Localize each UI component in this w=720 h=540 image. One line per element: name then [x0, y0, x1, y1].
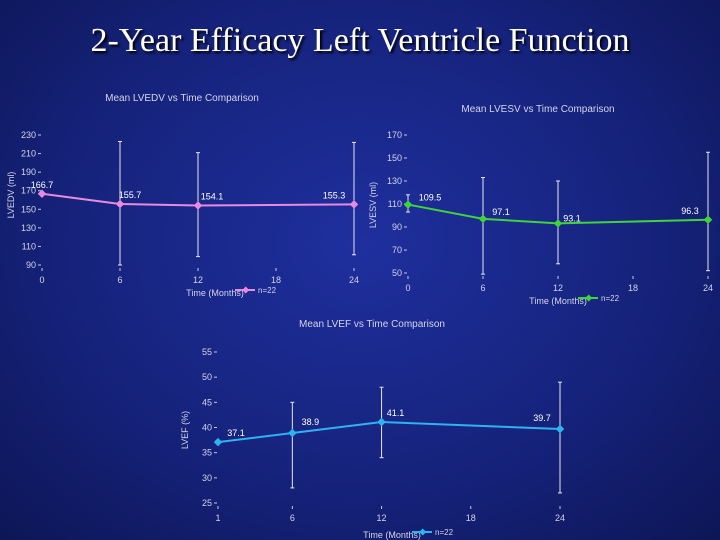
- data-point: [213, 437, 223, 447]
- data-point: [37, 189, 47, 199]
- data-label: 97.1: [492, 207, 510, 217]
- y-tick-label: 150: [21, 204, 36, 214]
- x-axis-label: Time (Months): [186, 288, 244, 298]
- legend-label: n=22: [435, 528, 454, 537]
- x-tick-label: 18: [466, 513, 476, 523]
- y-axis-label: LVESV (ml): [368, 182, 378, 228]
- x-tick-label: 6: [480, 283, 485, 293]
- data-label: 93.1: [563, 213, 581, 223]
- data-label: 38.9: [302, 417, 320, 427]
- data-point: [403, 200, 413, 209]
- data-label: 41.1: [387, 408, 405, 418]
- x-tick-label: 24: [555, 513, 565, 523]
- x-tick-label: 6: [117, 275, 122, 285]
- y-tick-label: 25: [202, 498, 212, 508]
- y-tick-label: 170: [387, 130, 402, 140]
- y-tick-label: 30: [202, 473, 212, 483]
- y-axis-label: LVEF (%): [180, 411, 190, 449]
- data-point: [478, 214, 488, 224]
- legend-label: n=22: [258, 286, 277, 295]
- data-point: [349, 200, 359, 209]
- data-label: 154.1: [201, 191, 224, 201]
- y-tick-label: 130: [387, 176, 402, 186]
- x-tick-label: 24: [349, 275, 359, 285]
- chart-title: Mean LVEF vs Time Comparison: [299, 319, 445, 330]
- slide-title: 2-Year Efficacy Left Ventricle Function: [90, 22, 630, 59]
- y-tick-label: 110: [22, 241, 36, 251]
- data-point: [377, 417, 386, 427]
- data-label: 166.7: [31, 180, 54, 190]
- lvedv-chart: Mean LVEDV vs Time Comparison 90 110 130 150…: [6, 93, 359, 298]
- y-tick-label: 40: [202, 423, 212, 433]
- data-point: [115, 199, 125, 209]
- legend-marker: [419, 528, 427, 536]
- y-tick-label: 110: [388, 199, 402, 209]
- x-tick-label: 18: [628, 283, 638, 293]
- y-tick-label: 90: [26, 260, 36, 270]
- x-tick-label: 24: [703, 283, 713, 293]
- y-tick-label: 35: [202, 448, 212, 458]
- x-tick-label: 1: [215, 513, 220, 523]
- y-tick-label: 50: [392, 268, 402, 278]
- data-point: [703, 215, 713, 224]
- data-label: 155.3: [323, 190, 346, 200]
- series-line: [41, 192, 355, 207]
- legend-label: n=22: [601, 294, 620, 303]
- y-tick-label: 230: [21, 130, 36, 140]
- y-tick-label: 210: [21, 149, 36, 159]
- y-tick-label: 130: [21, 223, 36, 233]
- chart-title: Mean LVESV vs Time Comparison: [461, 104, 614, 115]
- data-point: [553, 219, 563, 228]
- x-tick-label: 12: [377, 513, 387, 523]
- x-tick-label: 6: [290, 513, 295, 523]
- data-point: [193, 201, 203, 210]
- data-label: 109.5: [419, 193, 442, 203]
- y-tick-label: 90: [392, 222, 402, 232]
- legend-marker: [585, 294, 593, 302]
- x-axis-label: Time (Months): [363, 530, 421, 540]
- y-tick-label: 50: [202, 372, 212, 382]
- x-axis-label: Time (Months): [529, 296, 587, 306]
- lvef-chart: Mean LVEF vs Time Comparison 25 30 35 40 45 50…: [180, 319, 565, 540]
- x-tick-label: 18: [271, 275, 281, 285]
- data-label: 155.7: [119, 190, 142, 200]
- x-tick-label: 12: [193, 275, 203, 285]
- y-tick-label: 150: [387, 153, 402, 163]
- chart-title: Mean LVEDV vs Time Comparison: [105, 93, 259, 104]
- y-tick-label: 190: [21, 167, 36, 177]
- series-line: [407, 203, 709, 225]
- data-label: 37.1: [227, 428, 245, 438]
- legend-marker: [242, 286, 250, 294]
- series-line: [217, 420, 561, 444]
- data-point: [288, 428, 297, 438]
- data-label: 96.3: [681, 206, 699, 216]
- x-tick-label: 0: [405, 283, 410, 293]
- x-tick-label: 0: [39, 275, 44, 285]
- data-label: 39.7: [533, 413, 551, 423]
- x-tick-label: 12: [553, 283, 563, 293]
- y-axis-label: LVEDV (ml): [6, 172, 16, 219]
- lvesv-chart: Mean LVESV vs Time Comparison 50 70 90 110 13…: [368, 104, 713, 306]
- data-point: [555, 424, 565, 434]
- y-tick-label: 55: [202, 347, 212, 357]
- y-tick-label: 45: [202, 397, 212, 407]
- y-tick-label: 170: [21, 186, 36, 196]
- y-tick-label: 70: [392, 245, 402, 255]
